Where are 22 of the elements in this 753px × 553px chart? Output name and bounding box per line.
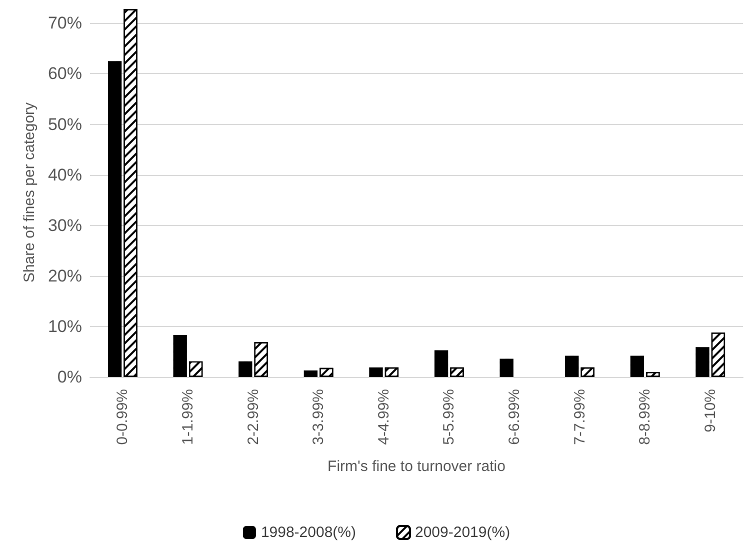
x-tick-label: 0-0.99%: [114, 389, 132, 445]
y-tick-label: 10%: [48, 316, 82, 336]
legend-label: 1998-2008(%): [260, 524, 356, 541]
y-tick-label: 50%: [48, 114, 82, 134]
x-tick-label: 9-10%: [702, 389, 719, 432]
y-tick-label: 40%: [48, 165, 82, 184]
x-tick-label: 6-6.99%: [506, 389, 523, 445]
x-tick-label: 4-4.99%: [375, 389, 392, 445]
x-tick-label: 7-7.99%: [571, 389, 588, 445]
y-tick-label: 30%: [48, 216, 82, 235]
y-axis-title: Share of fines per category: [21, 102, 38, 283]
x-tick-label: 3-3.99%: [310, 389, 328, 445]
legend-label: 2009-2019(%): [415, 524, 510, 541]
y-tick-label: 70%: [48, 14, 82, 33]
x-tick-label: 8-8.99%: [636, 389, 654, 445]
x-tick-label: 5-5.99%: [440, 389, 458, 445]
y-tick-label: 60%: [48, 64, 82, 84]
x-axis-title: Firm's fine to turnover ratio: [328, 458, 506, 475]
x-tick-label: 1-1.99%: [179, 389, 196, 445]
y-tick-label: 20%: [48, 266, 82, 286]
y-tick-label: 0%: [57, 368, 82, 386]
x-tick-label: 2-2.99%: [244, 389, 262, 445]
